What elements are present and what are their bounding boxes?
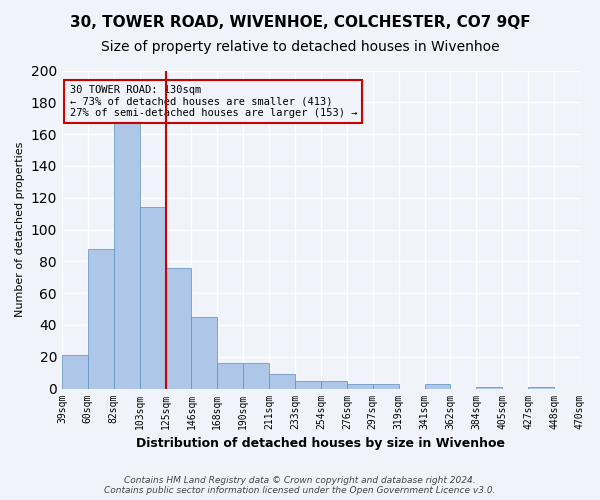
Bar	[528, 387, 554, 388]
Y-axis label: Number of detached properties: Number of detached properties	[15, 142, 25, 317]
Bar	[217, 363, 243, 388]
Text: Size of property relative to detached houses in Wivenhoe: Size of property relative to detached ho…	[101, 40, 499, 54]
Text: 30, TOWER ROAD, WIVENHOE, COLCHESTER, CO7 9QF: 30, TOWER ROAD, WIVENHOE, COLCHESTER, CO…	[70, 15, 530, 30]
Bar	[166, 268, 191, 388]
Bar	[243, 363, 269, 388]
Bar	[295, 380, 321, 388]
Text: Contains HM Land Registry data © Crown copyright and database right 2024.
Contai: Contains HM Land Registry data © Crown c…	[104, 476, 496, 495]
Bar	[140, 208, 166, 388]
Bar	[476, 387, 502, 388]
Bar	[88, 248, 114, 388]
Bar	[114, 122, 140, 388]
Text: 30 TOWER ROAD: 130sqm
← 73% of detached houses are smaller (413)
27% of semi-det: 30 TOWER ROAD: 130sqm ← 73% of detached …	[70, 85, 357, 118]
Bar	[373, 384, 398, 388]
Bar	[347, 384, 373, 388]
Bar	[321, 380, 347, 388]
Bar	[425, 384, 451, 388]
Bar	[62, 355, 88, 388]
Bar	[191, 317, 217, 388]
X-axis label: Distribution of detached houses by size in Wivenhoe: Distribution of detached houses by size …	[136, 437, 505, 450]
Bar	[269, 374, 295, 388]
